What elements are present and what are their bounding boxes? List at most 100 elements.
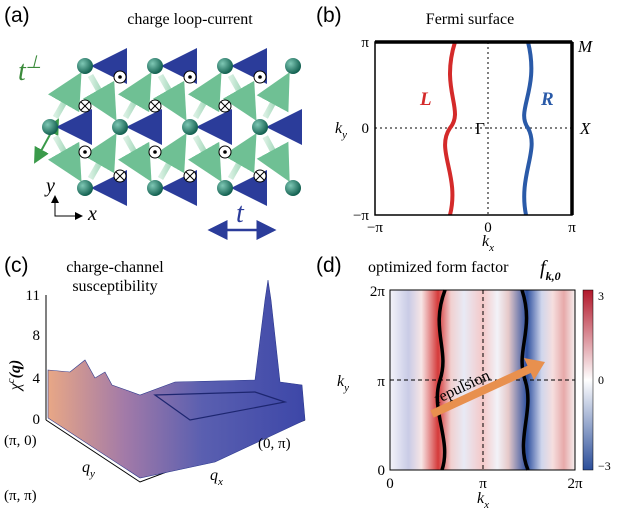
y-axis-label: qy [82,459,95,480]
surface-ridge [153,391,288,421]
y-tick-label: 0 [362,121,370,137]
y-axis-label: ky [335,120,347,141]
plot-frame [374,41,573,216]
corner-label: (π, 0) [4,433,37,449]
panel-title: charge-channel [66,259,164,276]
symbol: q [82,459,90,476]
symbol: k [337,373,345,390]
flux-dot [153,150,157,154]
flux-cross [80,101,90,111]
symbol: k [482,233,490,250]
fermi-curve [443,41,457,216]
panel-c: (c) charge-channel susceptibility 11 8 4… [4,254,306,504]
bond-arrow [256,72,290,119]
axis-x: x [87,203,97,225]
panel-d: (d) optimized form factor fk,0 repulsion… [316,254,611,511]
point-label: Γ [475,119,485,138]
point-label: X [579,119,591,138]
panel-label: (b) [316,4,342,27]
flux-dot [223,150,227,154]
bond-arrow [82,74,117,121]
surface [47,279,306,479]
subscript: x [217,476,223,488]
corner-label: (π, π) [4,488,37,504]
axis-arrow [54,198,83,220]
flux-cross [255,171,265,181]
superscript: c [5,378,17,383]
flux-dot [188,75,192,79]
flux-dot [83,150,87,154]
x-tick-label: 2π [567,476,583,492]
bond-arrow [187,135,222,182]
colorbar-tick-label: 0 [598,373,604,387]
bond-arrow [117,72,152,119]
x-tick-label: 0 [386,476,394,492]
form-factor: fk,0 [540,257,561,283]
subscript: y [89,468,95,480]
bond-arrow [152,74,187,121]
panel-label: (d) [316,254,342,277]
colorbar-tick-label: −3 [598,459,611,473]
y-tick-label: π [377,374,385,390]
panel-a: (a) charge loop-current t⊥ y x t [4,4,302,240]
x-axis-label: kx [477,490,489,511]
symbol: f [540,257,548,279]
bond-arrow [152,133,187,180]
panel-title: charge loop-current [127,11,253,28]
y-tick-label: 0 [378,463,386,479]
subscript: x [488,242,494,254]
flux-cross [220,101,230,111]
atom [182,119,198,135]
atom [217,58,233,74]
plot-frame [389,289,576,471]
symbol: χ [7,382,24,392]
panel-b: (b) Fermi surface L R M X Γ π 0 −π −π 0 … [316,4,593,254]
atom [42,119,58,135]
atom [77,58,93,74]
hopping: t [236,198,245,229]
atom [77,180,93,196]
fermi-curve [522,41,534,216]
symbol: q [210,467,218,484]
bond-arrow [47,72,82,119]
panel-title: optimized form factor [368,259,509,276]
atom [217,180,233,196]
curve-label: L [419,89,432,110]
subscript: k,0 [546,269,561,283]
arrow-head [524,358,545,380]
colorbar-tick-label: 3 [598,289,604,303]
symbol: k [335,120,343,137]
z-tick-label: 0 [33,412,41,428]
subscript: y [343,382,349,394]
y-tick-label: −π [353,208,369,224]
symbol: t [18,56,27,87]
x-tick-label: 0 [484,220,492,236]
y-tick-label: 2π [370,284,386,300]
y-axis-label: ky [337,373,349,394]
arrow [430,364,534,418]
x-axis-label: qx [210,467,223,488]
flux-dot [258,75,262,79]
panel-label: (c) [4,254,29,277]
point-label: M [577,37,593,56]
z-axis-label: χc(q) [5,360,24,393]
flux-cross [115,171,125,181]
x-tick-label: −π [367,220,383,236]
panel-title: Fermi surface [426,11,514,28]
fermi-curve [435,289,447,471]
subscript: x [483,499,489,511]
x-tick-label: π [568,220,576,236]
bond-arrow [222,74,257,121]
y-tick-label: π [361,35,369,51]
bond-arrow [82,133,117,180]
flux-cross [185,171,195,181]
corner-label: (0, π) [258,436,291,452]
x-tick-label: π [479,476,487,492]
bond-arrow [117,135,152,182]
z-tick-label: 11 [26,288,40,304]
superscript: ⊥ [26,52,42,72]
argument: (q) [7,360,24,379]
atom [285,58,301,74]
curve-label: R [540,89,554,110]
